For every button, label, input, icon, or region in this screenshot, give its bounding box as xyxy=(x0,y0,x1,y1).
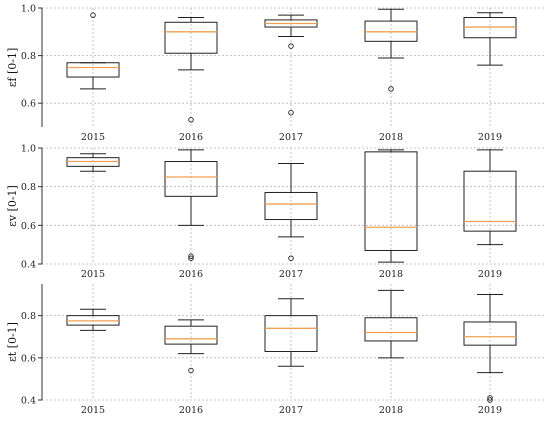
outlier-point xyxy=(487,395,493,401)
y-tick-label: 0.6 xyxy=(21,99,36,110)
x-tick-label: 2017 xyxy=(279,132,303,143)
iqr-box xyxy=(364,151,418,251)
iqr-box xyxy=(164,325,218,345)
y-axis-label: εv [0-1] xyxy=(6,185,19,227)
y-tick-label: 1.0 xyxy=(21,144,36,155)
y-tick-label: 0.8 xyxy=(21,311,36,322)
y-axis-label: εt [0-1] xyxy=(6,322,19,362)
outlier-point xyxy=(288,43,294,49)
x-tick-label: 2018 xyxy=(379,132,403,143)
y-tick-label: 0.6 xyxy=(21,221,36,232)
y-tick-label: 0.4 xyxy=(21,260,36,271)
x-tick-label: 2018 xyxy=(379,405,403,416)
y-tick-label: 0.6 xyxy=(21,353,36,364)
y-tick-label: 0.8 xyxy=(21,51,36,62)
outlier-point xyxy=(288,255,294,261)
iqr-box xyxy=(463,170,517,232)
outlier-point xyxy=(487,397,493,403)
outlier-point xyxy=(90,12,96,18)
iqr-box xyxy=(164,161,218,197)
iqr-box xyxy=(66,62,120,78)
x-tick-label: 2017 xyxy=(279,405,303,416)
x-tick-label: 2019 xyxy=(478,269,502,280)
outlier-point xyxy=(188,255,194,261)
outlier-point xyxy=(188,367,194,374)
outlier-point xyxy=(388,86,394,92)
x-tick-label: 2018 xyxy=(379,269,403,280)
x-tick-label: 2017 xyxy=(279,269,303,280)
y-tick-label: 1.0 xyxy=(21,4,36,15)
outlier-point xyxy=(188,253,194,260)
y-axis-label: εf [0-1] xyxy=(6,48,19,88)
x-tick-label: 2016 xyxy=(179,132,203,143)
x-tick-label: 2016 xyxy=(179,269,203,280)
x-tick-label: 2019 xyxy=(478,132,502,143)
iqr-box xyxy=(264,191,318,221)
y-tick-label: 0.8 xyxy=(21,182,36,193)
x-tick-label: 2015 xyxy=(81,405,105,416)
iqr-box xyxy=(164,21,218,54)
iqr-box xyxy=(264,315,318,352)
x-tick-label: 2015 xyxy=(81,269,105,280)
x-tick-label: 2016 xyxy=(179,405,203,416)
y-tick-label: 0.4 xyxy=(21,396,36,407)
outlier-point xyxy=(188,117,194,123)
x-tick-label: 2019 xyxy=(478,405,502,416)
iqr-box xyxy=(463,321,517,346)
iqr-box xyxy=(364,317,418,342)
x-tick-label: 2015 xyxy=(81,132,105,143)
outlier-point xyxy=(288,109,294,116)
